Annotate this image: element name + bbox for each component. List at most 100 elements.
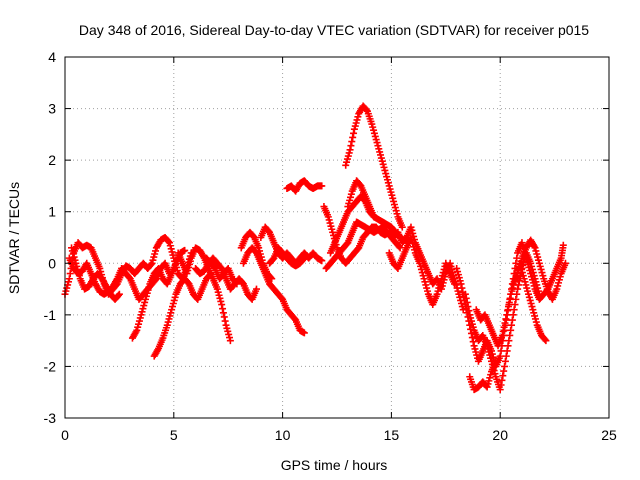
data-point [300, 254, 308, 262]
data-point [514, 285, 522, 293]
x-tick-label: 10 [275, 427, 291, 443]
data-point [220, 313, 228, 321]
series-s15 [322, 218, 404, 272]
data-point [535, 290, 543, 298]
series-s13 [283, 177, 326, 195]
data-point [115, 291, 123, 299]
data-point [65, 275, 73, 283]
data-point [499, 372, 507, 380]
data-point [512, 295, 520, 303]
series-s3 [68, 244, 123, 303]
data-points [61, 102, 569, 394]
data-point [347, 142, 355, 150]
data-point [464, 303, 472, 311]
y-tick-label: -2 [44, 358, 57, 374]
data-point [500, 323, 508, 331]
data-point [457, 280, 465, 288]
data-point [501, 357, 509, 365]
data-point [504, 303, 512, 311]
data-point [498, 376, 506, 384]
x-tick-label: 5 [170, 427, 178, 443]
data-point [233, 280, 241, 288]
data-point [398, 223, 406, 231]
series-s5 [150, 270, 215, 360]
data-point [318, 257, 326, 265]
data-point [115, 290, 123, 298]
data-point [508, 321, 516, 329]
series-s25 [509, 236, 569, 303]
data-point [503, 347, 511, 355]
data-point [349, 133, 357, 141]
y-tick-label: -3 [44, 410, 57, 426]
data-point [346, 146, 354, 154]
data-point [492, 357, 500, 365]
data-point [508, 316, 516, 324]
data-point [499, 327, 507, 335]
series-s22 [461, 249, 543, 394]
data-point [541, 336, 549, 344]
plot-frame [64, 56, 610, 419]
data-point [147, 260, 155, 268]
data-point [498, 331, 506, 339]
data-point [501, 362, 509, 370]
y-tick-label: 2 [48, 152, 56, 168]
data-point [503, 311, 511, 319]
data-point [350, 129, 358, 137]
data-point [506, 331, 514, 339]
x-tick-label: 0 [61, 427, 69, 443]
y-tick-label: 1 [48, 204, 56, 220]
data-point [252, 285, 260, 293]
data-point [504, 342, 512, 350]
x-axis-label: GPS time / hours [281, 457, 388, 473]
data-point [500, 367, 508, 375]
data-point [458, 284, 466, 292]
series-s4 [128, 246, 189, 342]
data-point [395, 243, 403, 251]
data-point [218, 301, 226, 309]
data-point [232, 279, 240, 287]
x-tick-label: 25 [601, 427, 617, 443]
y-tick-label: 3 [48, 101, 56, 117]
data-point [363, 106, 371, 114]
data-point [497, 381, 505, 389]
series-s6 [174, 244, 234, 345]
series-s11 [257, 223, 326, 267]
data-point [226, 337, 234, 345]
data-point [461, 290, 469, 298]
series-s17 [344, 177, 378, 221]
data-point [219, 305, 227, 313]
data-point [463, 298, 471, 306]
grid [65, 57, 609, 418]
data-point [181, 246, 189, 254]
data-point [506, 294, 514, 302]
data-point [462, 294, 470, 302]
data-point [66, 270, 74, 278]
data-point [221, 317, 229, 325]
data-point [502, 352, 510, 360]
x-tick-label: 15 [384, 427, 400, 443]
data-point [469, 338, 477, 346]
data-point [299, 255, 307, 263]
data-point [507, 326, 515, 334]
data-point [510, 306, 518, 314]
data-point [165, 238, 173, 246]
axis-ticks: 0 5 10 15 20 25 -3 -2 -1 0 1 2 3 4 [44, 49, 617, 443]
y-axis-label: SDTVAR / TECUs [6, 182, 22, 294]
data-point [505, 337, 513, 345]
data-point [501, 319, 509, 327]
data-point [496, 352, 504, 360]
data-point [502, 315, 510, 323]
data-point [370, 213, 378, 221]
y-tick-label: -1 [44, 307, 57, 323]
data-point [496, 386, 504, 394]
chart-title: Day 348 of 2016, Sidereal Day-to-day VTE… [79, 22, 589, 38]
data-point [505, 298, 513, 306]
series-s18 [342, 102, 406, 231]
y-tick-label: 4 [48, 49, 56, 65]
data-point [348, 138, 356, 146]
data-point [561, 259, 569, 267]
series-s23 [466, 357, 500, 394]
series-s24 [472, 259, 550, 350]
x-tick-label: 20 [492, 427, 508, 443]
